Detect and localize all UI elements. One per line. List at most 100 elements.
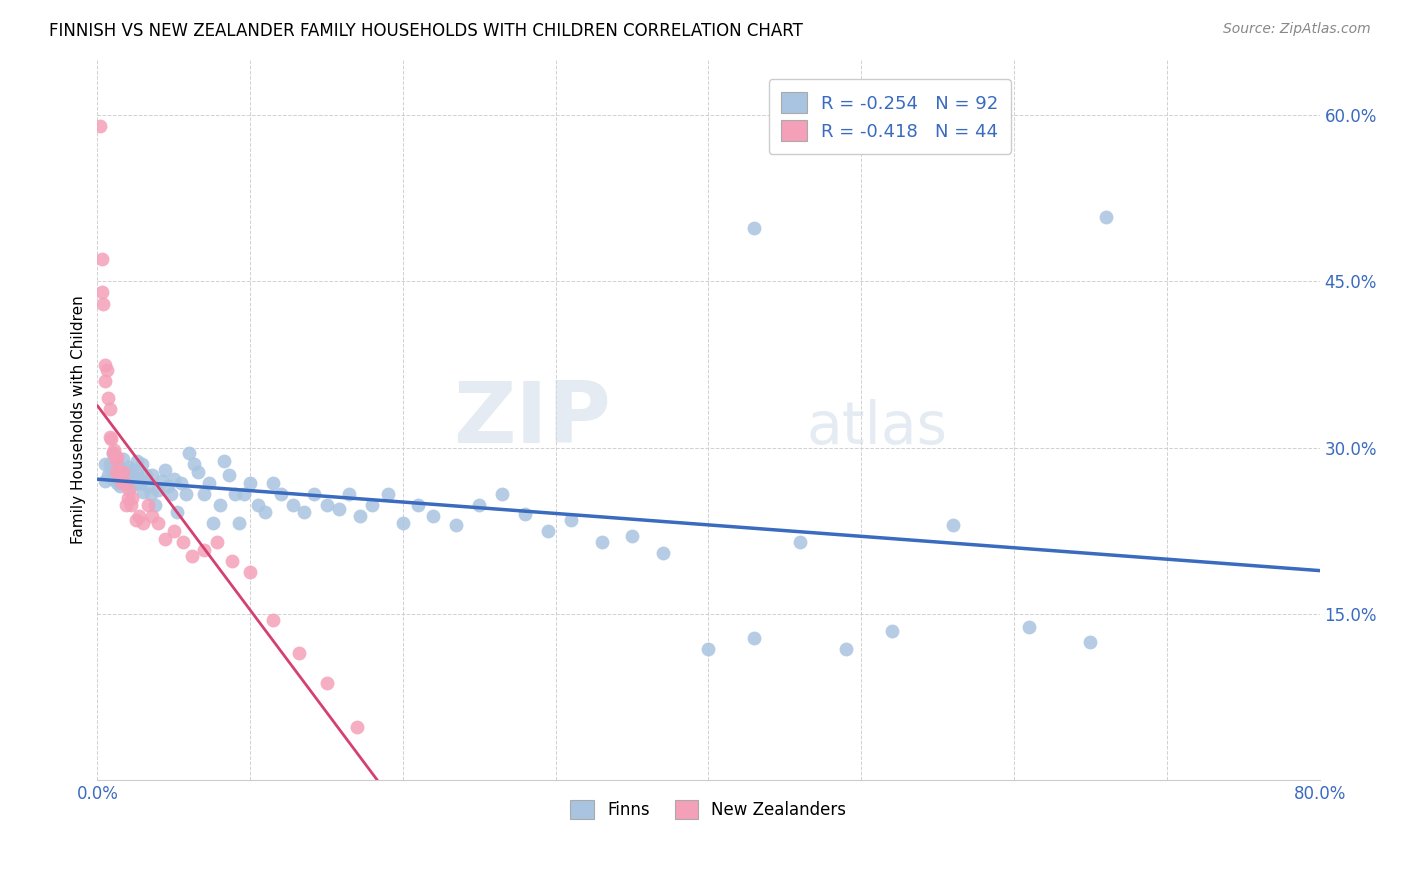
Point <box>148 516 170 530</box>
Point <box>98 401 121 416</box>
Point <box>107 460 129 475</box>
Point <box>292 505 315 519</box>
Point <box>135 468 157 483</box>
Point <box>105 450 128 464</box>
Point <box>150 474 173 488</box>
Point <box>96 363 118 377</box>
Point <box>103 442 125 457</box>
Point <box>100 432 122 446</box>
Point <box>218 468 240 483</box>
Point <box>118 472 141 486</box>
Point <box>97 468 120 483</box>
Point <box>172 535 194 549</box>
Point <box>304 487 326 501</box>
Point <box>115 476 138 491</box>
Point <box>1018 620 1040 634</box>
Point <box>148 483 170 497</box>
Point <box>221 554 243 568</box>
Point <box>141 468 163 483</box>
Point <box>262 476 284 491</box>
Point <box>110 472 132 486</box>
Point <box>193 487 215 501</box>
Point <box>111 476 134 491</box>
Point <box>90 252 112 267</box>
Point <box>270 487 292 501</box>
Point <box>621 529 644 543</box>
Point <box>835 642 858 657</box>
Point <box>202 516 225 530</box>
Point <box>742 632 765 646</box>
Point <box>114 470 136 484</box>
Point <box>942 518 965 533</box>
Point <box>93 296 115 310</box>
Point <box>328 501 350 516</box>
Point <box>560 513 582 527</box>
Point <box>166 505 188 519</box>
Point <box>491 487 513 501</box>
Point <box>224 487 246 501</box>
Point <box>422 509 444 524</box>
Point <box>262 613 284 627</box>
Text: Source: ZipAtlas.com: Source: ZipAtlas.com <box>1223 22 1371 37</box>
Point <box>110 479 132 493</box>
Legend: Finns, New Zealanders: Finns, New Zealanders <box>564 794 853 826</box>
Point <box>193 542 215 557</box>
Point <box>537 524 560 538</box>
Point <box>128 472 150 486</box>
Point <box>110 468 132 483</box>
Point <box>94 358 117 372</box>
Point <box>89 119 111 133</box>
Point <box>104 465 127 479</box>
Point <box>115 499 138 513</box>
Point <box>120 479 142 493</box>
Point <box>174 487 197 501</box>
Point <box>1080 634 1102 648</box>
Point <box>468 499 491 513</box>
Text: ZIP: ZIP <box>453 378 610 461</box>
Point <box>361 499 384 513</box>
Point <box>239 565 262 579</box>
Point <box>121 491 143 505</box>
Point <box>697 642 720 657</box>
Point <box>90 285 112 300</box>
Point <box>117 491 139 505</box>
Point <box>377 487 399 501</box>
Point <box>163 472 186 486</box>
Point <box>136 499 159 513</box>
Point <box>228 516 250 530</box>
Point <box>288 646 311 660</box>
Point <box>141 509 163 524</box>
Point <box>104 454 127 468</box>
Point <box>129 476 152 491</box>
Point <box>346 720 368 734</box>
Point <box>446 518 468 533</box>
Y-axis label: Family Households with Children: Family Households with Children <box>72 295 86 544</box>
Point <box>124 513 146 527</box>
Point <box>122 472 145 486</box>
Point <box>118 483 141 497</box>
Point <box>156 479 179 493</box>
Point <box>124 476 146 491</box>
Point <box>651 546 673 560</box>
Point <box>198 476 221 491</box>
Point <box>233 487 256 501</box>
Point <box>98 429 121 443</box>
Point <box>212 454 235 468</box>
Point <box>101 446 124 460</box>
Point <box>131 458 153 472</box>
Text: atlas: atlas <box>806 399 948 456</box>
Point <box>121 463 143 477</box>
Point <box>112 465 135 479</box>
Point <box>117 459 139 474</box>
Point <box>125 454 148 468</box>
Point <box>281 499 304 513</box>
Point <box>789 535 811 549</box>
Point <box>163 524 186 538</box>
Point <box>107 465 129 479</box>
Point <box>187 465 209 479</box>
Point <box>97 391 120 405</box>
Point <box>208 499 231 513</box>
Point <box>101 446 124 460</box>
Point <box>246 499 269 513</box>
Point <box>105 476 128 491</box>
